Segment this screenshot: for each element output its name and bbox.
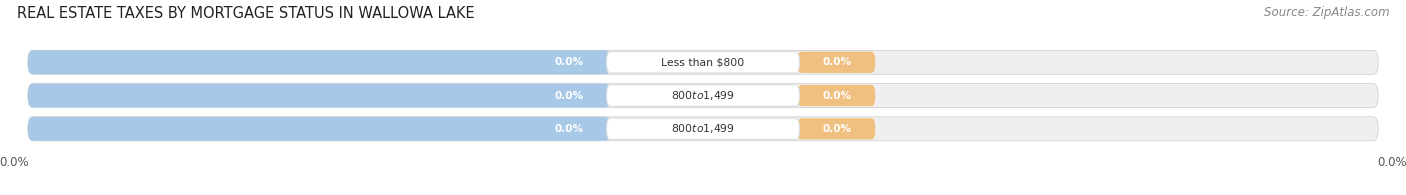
FancyBboxPatch shape	[28, 117, 1378, 141]
Text: Source: ZipAtlas.com: Source: ZipAtlas.com	[1264, 6, 1389, 19]
FancyBboxPatch shape	[28, 84, 610, 107]
FancyBboxPatch shape	[797, 52, 876, 73]
FancyBboxPatch shape	[606, 85, 800, 106]
Text: 0.0%: 0.0%	[823, 90, 852, 101]
Text: REAL ESTATE TAXES BY MORTGAGE STATUS IN WALLOWA LAKE: REAL ESTATE TAXES BY MORTGAGE STATUS IN …	[17, 6, 474, 21]
FancyBboxPatch shape	[797, 85, 876, 106]
FancyBboxPatch shape	[606, 118, 800, 139]
FancyBboxPatch shape	[28, 50, 1378, 74]
Text: 0.0%: 0.0%	[554, 90, 583, 101]
Text: 0.0%: 0.0%	[823, 124, 852, 134]
Text: 0.0%: 0.0%	[554, 124, 583, 134]
FancyBboxPatch shape	[28, 84, 1378, 107]
FancyBboxPatch shape	[28, 50, 610, 74]
Text: $800 to $1,499: $800 to $1,499	[671, 122, 735, 135]
FancyBboxPatch shape	[606, 52, 800, 73]
Text: Less than $800: Less than $800	[661, 57, 745, 67]
Text: 0.0%: 0.0%	[823, 57, 852, 67]
FancyBboxPatch shape	[28, 117, 610, 141]
FancyBboxPatch shape	[797, 118, 876, 139]
Text: $800 to $1,499: $800 to $1,499	[671, 89, 735, 102]
Text: 0.0%: 0.0%	[554, 57, 583, 67]
